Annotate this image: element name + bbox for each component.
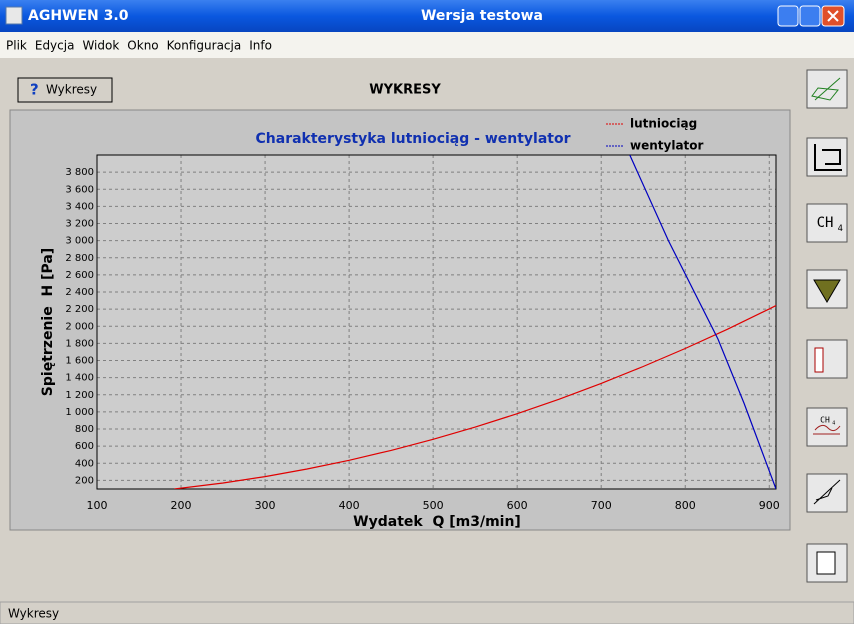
y-tick-label: 1 000 — [65, 407, 94, 418]
y-tick-label: 2 400 — [65, 287, 94, 298]
y-tick-label: 3 200 — [65, 219, 94, 230]
window-subtitle: Wersja testowa — [421, 8, 543, 24]
panel-title: WYKRESY — [369, 83, 441, 98]
y-tick-label: 1 200 — [65, 390, 94, 401]
y-tick-label: 600 — [75, 441, 94, 452]
tool-icon — [817, 552, 835, 574]
x-tick-label: 300 — [255, 499, 276, 512]
y-tick-label: 2 800 — [65, 253, 94, 264]
icon-label-sub: 4 — [832, 421, 835, 427]
menu-item[interactable]: Plik — [6, 39, 27, 53]
menu: Plik Edycja Widok Okno Konfiguracja Info — [6, 39, 272, 53]
y-tick-label: 3 000 — [65, 236, 94, 247]
x-tick-label: 600 — [507, 499, 528, 512]
minimize-button[interactable] — [778, 6, 798, 26]
y-tick-label: 1 800 — [65, 338, 94, 349]
help-icon: ? — [30, 81, 39, 99]
app-icon — [6, 7, 22, 24]
icon-label: CH — [817, 215, 834, 231]
x-axis-label: Wydatek Q [m3/min] — [353, 514, 521, 530]
y-tick-label: 2 600 — [65, 270, 94, 281]
tool-icon — [815, 348, 823, 372]
icon-label: CH — [820, 416, 830, 425]
y-tick-label: 2 000 — [65, 321, 94, 332]
x-tick-label: 900 — [759, 499, 780, 512]
x-tick-label: 400 — [339, 499, 360, 512]
toolbar-button[interactable] — [807, 340, 847, 378]
menu-item[interactable]: Konfiguracja — [167, 39, 242, 53]
app-window: AGHWEN 3.0 Wersja testowa Plik Edycja Wido… — [0, 0, 854, 624]
y-tick-label: 2 200 — [65, 304, 94, 315]
x-tick-label: 800 — [675, 499, 696, 512]
x-tick-label: 200 — [171, 499, 192, 512]
status-bar — [0, 602, 854, 624]
icon-label-sub: 4 — [838, 223, 843, 233]
status-text: Wykresy — [8, 607, 59, 621]
y-axis-label: Spiętrzenie H [Pa] — [40, 248, 56, 396]
legend-label: wentylator — [630, 139, 704, 153]
y-tick-label: 800 — [75, 424, 94, 435]
menu-item[interactable]: Edycja — [35, 39, 75, 53]
menu-item[interactable]: Info — [249, 39, 272, 53]
menu-item[interactable]: Widok — [82, 39, 119, 53]
chart: 100 200 300 400 500 600 700 800 900 200 400 600 800 1… — [40, 117, 780, 531]
y-tick-label: 400 — [75, 458, 94, 469]
y-tick-label: 200 — [75, 475, 94, 486]
help-button-label: Wykresy — [46, 83, 97, 97]
y-tick-label: 3 600 — [65, 184, 94, 195]
chart-title: Charakterystyka lutniociąg - wentylator — [256, 131, 571, 147]
y-tick-label: 3 400 — [65, 201, 94, 212]
x-tick-label: 500 — [423, 499, 444, 512]
toolbar-button[interactable] — [807, 474, 847, 512]
maximize-button[interactable] — [800, 6, 820, 26]
x-tick-label: 100 — [87, 499, 108, 512]
x-tick-label: 700 — [591, 499, 612, 512]
y-tick-label: 1 400 — [65, 373, 94, 384]
legend-label: lutniociąg — [630, 117, 697, 131]
window-title: AGHWEN 3.0 — [28, 8, 129, 24]
menu-item[interactable]: Okno — [127, 39, 158, 53]
y-tick-label: 1 600 — [65, 356, 94, 367]
y-tick-label: 3 800 — [65, 167, 94, 178]
